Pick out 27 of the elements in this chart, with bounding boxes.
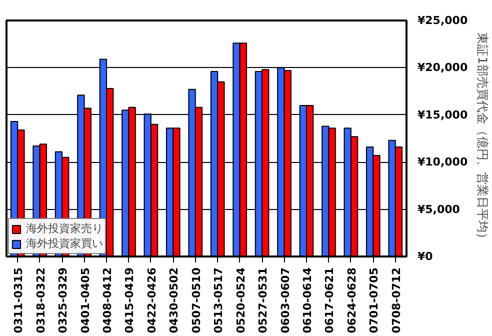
x-tick-label: 0325-0329 xyxy=(56,268,70,334)
y-tick-label: ¥0 xyxy=(418,250,434,263)
x-tick-label: 0520-0524 xyxy=(234,267,248,334)
x-tick-label: 0603-0607 xyxy=(278,268,292,334)
x-tick-label: 0415-0419 xyxy=(123,268,136,334)
x-tick-label: 0701-0705 xyxy=(368,268,381,334)
x-tick-label: 0527-0531 xyxy=(256,268,270,334)
x-tick-label: 0401-0405 xyxy=(78,268,92,334)
x-tick-label: 0708-0712 xyxy=(390,268,403,334)
y-tick-label: ¥15,000 xyxy=(418,108,468,122)
x-tick-label: 0430-0502 xyxy=(168,268,181,334)
x-tick-label: 0311-0315 xyxy=(12,268,26,334)
x-tick-label: 0408-0412 xyxy=(101,268,114,334)
x-tick-label: 0513-0517 xyxy=(212,268,226,334)
x-tick-label: 0617-0621 xyxy=(323,268,336,334)
y-tick-label: ¥20,000 xyxy=(418,61,468,74)
y-tick-label: ¥25,000 xyxy=(418,14,468,27)
x-tick-label: 0507-0510 xyxy=(190,267,203,334)
x-tick-label: 0318-0322 xyxy=(34,268,48,334)
x-tick-label: 0624-0628 xyxy=(345,268,358,334)
x-tick-label: 0422-0426 xyxy=(145,267,158,334)
legend-label: 海外投資家売り xyxy=(26,221,103,236)
x-tick-label: 0610-0614 xyxy=(301,267,314,334)
y-tick-label: ¥5,000 xyxy=(418,202,460,216)
legend-label: 海外投資家買い xyxy=(26,236,103,251)
y-tick-label: ¥10,000 xyxy=(418,156,468,169)
y-axis-title: 東証1部売買代金（億円、営業日平均） xyxy=(476,32,490,244)
